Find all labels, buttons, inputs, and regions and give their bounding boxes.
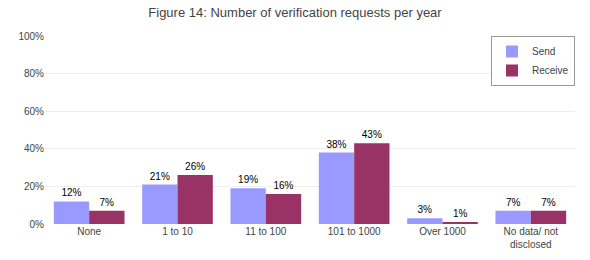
svg-text:16%: 16% <box>273 180 293 191</box>
svg-text:7%: 7% <box>100 197 115 208</box>
svg-text:Receive: Receive <box>532 65 569 76</box>
svg-text:19%: 19% <box>238 174 258 185</box>
svg-text:43%: 43% <box>362 129 382 140</box>
svg-text:26%: 26% <box>185 161 205 172</box>
svg-text:No data/ notdisclosed: No data/ notdisclosed <box>504 226 559 250</box>
svg-text:38%: 38% <box>326 139 346 150</box>
svg-text:60%: 60% <box>24 106 44 117</box>
svg-text:7%: 7% <box>506 197 521 208</box>
svg-text:21%: 21% <box>150 171 170 182</box>
svg-text:80%: 80% <box>24 68 44 79</box>
svg-text:7%: 7% <box>541 197 556 208</box>
svg-text:Over 1000: Over 1000 <box>419 226 466 237</box>
svg-text:12%: 12% <box>61 187 81 198</box>
svg-text:Send: Send <box>532 46 555 57</box>
svg-text:20%: 20% <box>24 181 44 192</box>
svg-text:None: None <box>77 226 101 237</box>
svg-text:101 to 1000: 101 to 1000 <box>328 226 381 237</box>
svg-text:40%: 40% <box>24 143 44 154</box>
svg-text:11 to 100: 11 to 100 <box>245 226 286 237</box>
svg-text:0%: 0% <box>30 219 45 230</box>
svg-text:Figure 14: Number of verificat: Figure 14: Number of verification reques… <box>148 5 442 20</box>
svg-text:3%: 3% <box>418 204 433 215</box>
svg-text:1 to 10: 1 to 10 <box>162 226 193 237</box>
svg-text:1%: 1% <box>453 208 468 219</box>
svg-text:100%: 100% <box>18 31 44 42</box>
